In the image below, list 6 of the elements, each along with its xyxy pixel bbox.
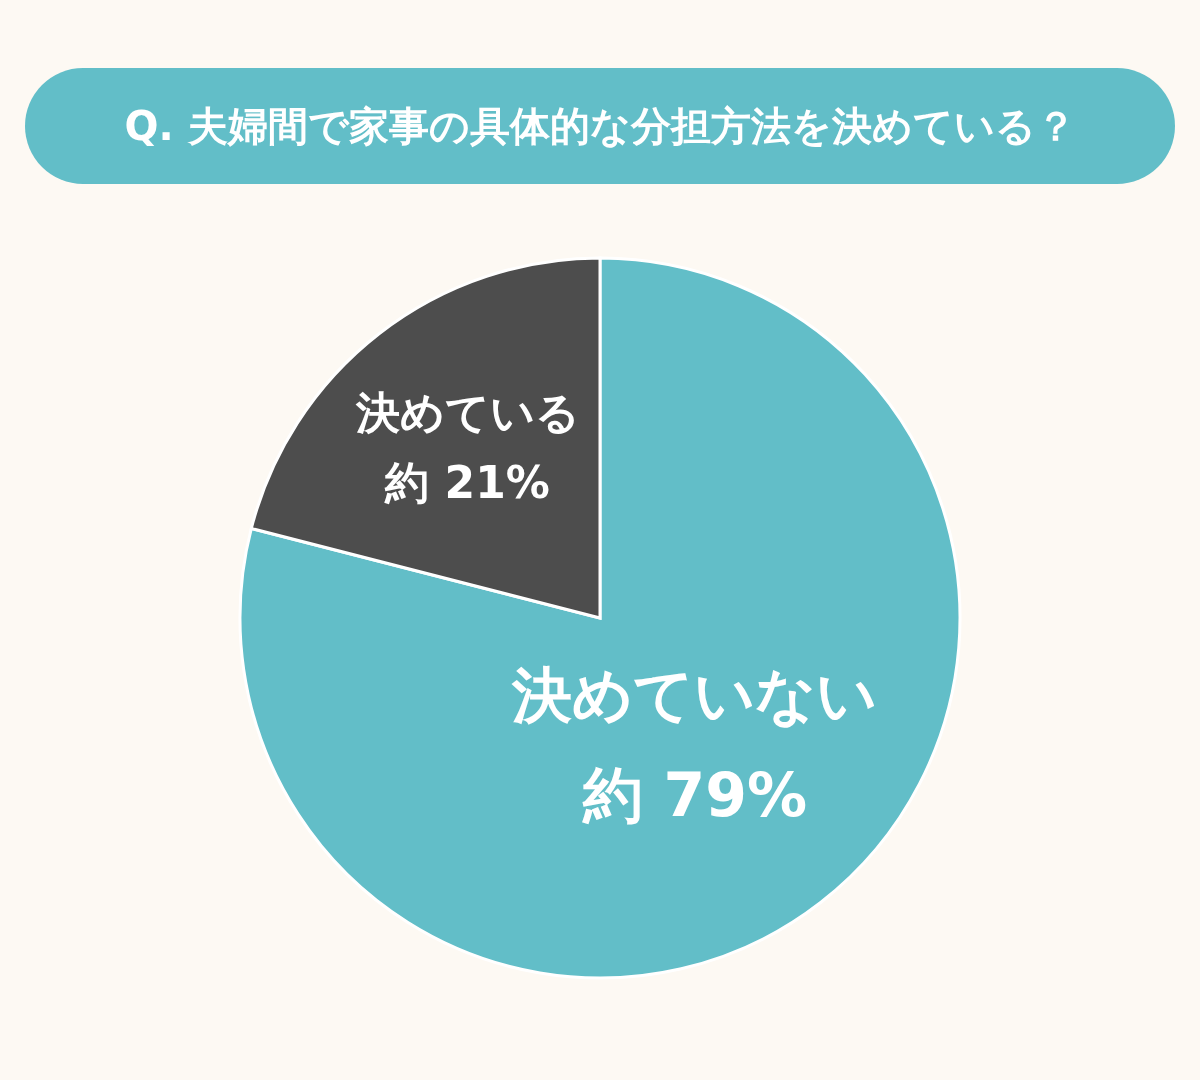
pie-slice — [238, 256, 962, 980]
chart-title: Q. 夫婦間で家事の具体的な分担方法を決めている？ — [124, 103, 1076, 149]
data-label: 約 79% — [581, 760, 808, 831]
slice-label: 決めていない — [511, 660, 878, 731]
data-label: 約 21% — [384, 456, 550, 508]
slice-label: 決めている — [354, 386, 580, 438]
